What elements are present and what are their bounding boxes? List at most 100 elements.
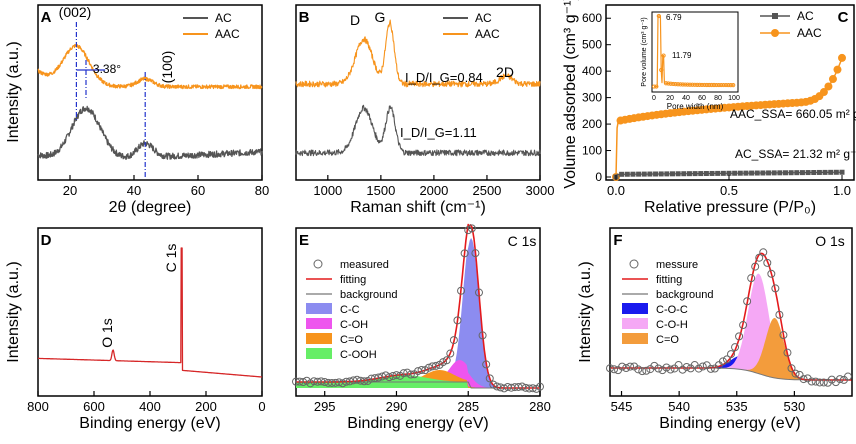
panel-f-measured-point — [783, 348, 792, 357]
panel-e-measured-point — [417, 365, 426, 374]
panel-e-legend-label: C=O — [340, 334, 363, 346]
panel-f-measured-point — [731, 343, 740, 352]
panel-f-frame — [609, 227, 853, 397]
panel-c-inset-marker — [714, 82, 719, 88]
panel-c-inset-marker — [675, 82, 681, 87]
panel-e-measured-point — [536, 382, 544, 391]
panel-e-legend-label: measured — [340, 259, 389, 271]
panel-a-shift-label: 3.38° — [93, 62, 121, 76]
panel-c-inset-marker — [680, 82, 685, 87]
panel-c-ac-marker — [749, 170, 755, 176]
panel-c-x-tick-label: 0.0 — [607, 183, 625, 198]
panel-f-measured-point — [739, 321, 748, 330]
panel-f-measured-point — [767, 269, 776, 278]
panel-e-measured-point — [374, 373, 383, 382]
panel-c-inset-tick: 40 — [682, 95, 690, 102]
panel-c-inset-marker — [721, 82, 726, 88]
panel-c-ac-marker — [783, 170, 788, 176]
panel-c-inset-xlabel: Pore width (nm) — [667, 102, 724, 111]
panel-c-ac-marker — [788, 170, 794, 176]
panel-c-inset-marker — [726, 82, 731, 88]
panel-c-y-tick-label: 300 — [582, 91, 602, 105]
panel-f-measured-point — [706, 364, 715, 373]
panel-c-ac-marker — [653, 171, 659, 177]
panel-c-y-tick-label: 100 — [582, 144, 602, 158]
panel-c-ac-marker — [698, 171, 704, 177]
panel-d-frame — [37, 227, 263, 397]
panel-e-legend-label: C-OOH — [340, 349, 377, 361]
panel-c-ac-marker — [670, 171, 675, 177]
panel-b-label-D: D — [350, 12, 360, 28]
panel-f-measured-point — [771, 284, 780, 293]
panel-f-measured-point — [666, 365, 675, 374]
panel-a-x-tick-label: 60 — [191, 183, 205, 198]
panel-d-x-tick-label: 0 — [258, 399, 265, 414]
panel-a-frame — [37, 4, 263, 181]
panel-c-ac-marker — [692, 171, 698, 177]
panel-c-letter: C — [838, 9, 849, 26]
panel-f-legend-label: C=O — [656, 334, 679, 346]
panel-b-letter: B — [299, 9, 310, 26]
panel-c-ac-marker — [647, 171, 653, 177]
panel-f-measured-point — [698, 362, 707, 371]
panel-a-peak-002: (002) — [59, 4, 92, 20]
panel-c-ac-marker — [658, 171, 664, 177]
panel-c-inset-marker — [663, 81, 669, 86]
panel-c-aac-marker — [819, 88, 828, 97]
panel-a-xlabel: 2θ (degree) — [109, 199, 192, 216]
panel-f-ylabel: Intensity (a.u.) — [577, 261, 594, 362]
panel-c-aac-marker — [833, 65, 842, 74]
panel-e-measured-point — [453, 316, 462, 325]
panel-c-inset-marker — [697, 82, 702, 87]
panel-c-ac-marker — [794, 170, 800, 176]
panel-e-x-tick-label: 290 — [386, 399, 408, 414]
panel-a-ylabel: Intensity (a.u.) — [5, 41, 22, 142]
panel-c-ac-marker — [675, 171, 681, 177]
panel-c-inset-marker — [709, 82, 714, 88]
panel-b-x-tick-label: 2000 — [419, 183, 448, 198]
panel-e-component-C-C — [296, 238, 540, 388]
panel-e-measured-point — [442, 356, 451, 365]
panel-f-measured-point — [722, 355, 731, 364]
panel-f-legend-label: fitting — [656, 274, 682, 286]
panel-d-x-tick-label: 600 — [83, 399, 105, 414]
panel-f-x-tick-label: 530 — [784, 399, 806, 414]
panel-f-measured-point — [718, 357, 727, 366]
panel-c-ac-marker — [715, 170, 721, 176]
panel-e-x-tick-label: 285 — [457, 399, 479, 414]
panel-c-inset-frame — [651, 11, 739, 93]
panel-f-legend-label: C-O-C — [656, 304, 688, 316]
panel-c-ac-marker — [828, 169, 834, 175]
panel-b-x-tick-label: 3000 — [526, 183, 555, 198]
panel-c-ac-marker — [760, 170, 766, 176]
panel-f-measured-point — [638, 367, 647, 376]
panel-f-x-tick-label: 540 — [668, 399, 690, 414]
panel-f-legend-swatch — [622, 303, 648, 314]
panel-c-ac-marker — [805, 170, 811, 176]
panel-f-measured-point — [751, 262, 760, 271]
panel-f-measured-point — [815, 378, 824, 387]
panel-e-measured-point — [485, 374, 494, 383]
panel-c-xlabel: Relative pressure (P/P₀) — [644, 199, 816, 216]
panel-f-measured-point — [843, 372, 852, 381]
panel-a-letter: A — [41, 9, 52, 26]
panel-f-x-tick-label: 535 — [726, 399, 748, 414]
panel-d-x-tick-label: 200 — [195, 399, 217, 414]
panel-f-measured-point — [795, 370, 804, 379]
panel-f-measured-point — [827, 375, 836, 384]
panel-a-x-tick-label: 80 — [255, 183, 269, 198]
panel-f-measured-point — [735, 332, 744, 341]
panel-c-ac-marker — [624, 171, 630, 177]
panel-f-measured-point — [642, 366, 651, 375]
panel-c-ac-marker — [799, 170, 805, 176]
panel-e-measured-point — [406, 370, 415, 379]
panel-a-series-AAC — [37, 44, 263, 90]
panel-c-aac-marker — [828, 75, 837, 84]
panel-e-legend-swatch — [306, 303, 332, 314]
panel-f-measured-point — [727, 350, 735, 359]
panel-e-measured-point — [431, 361, 440, 370]
panel-c-inset-marker — [659, 67, 664, 73]
panel-c-ac-marker — [630, 171, 636, 177]
panel-e-legend-label: background — [340, 289, 398, 301]
panel-c-inset-marker — [711, 82, 717, 88]
